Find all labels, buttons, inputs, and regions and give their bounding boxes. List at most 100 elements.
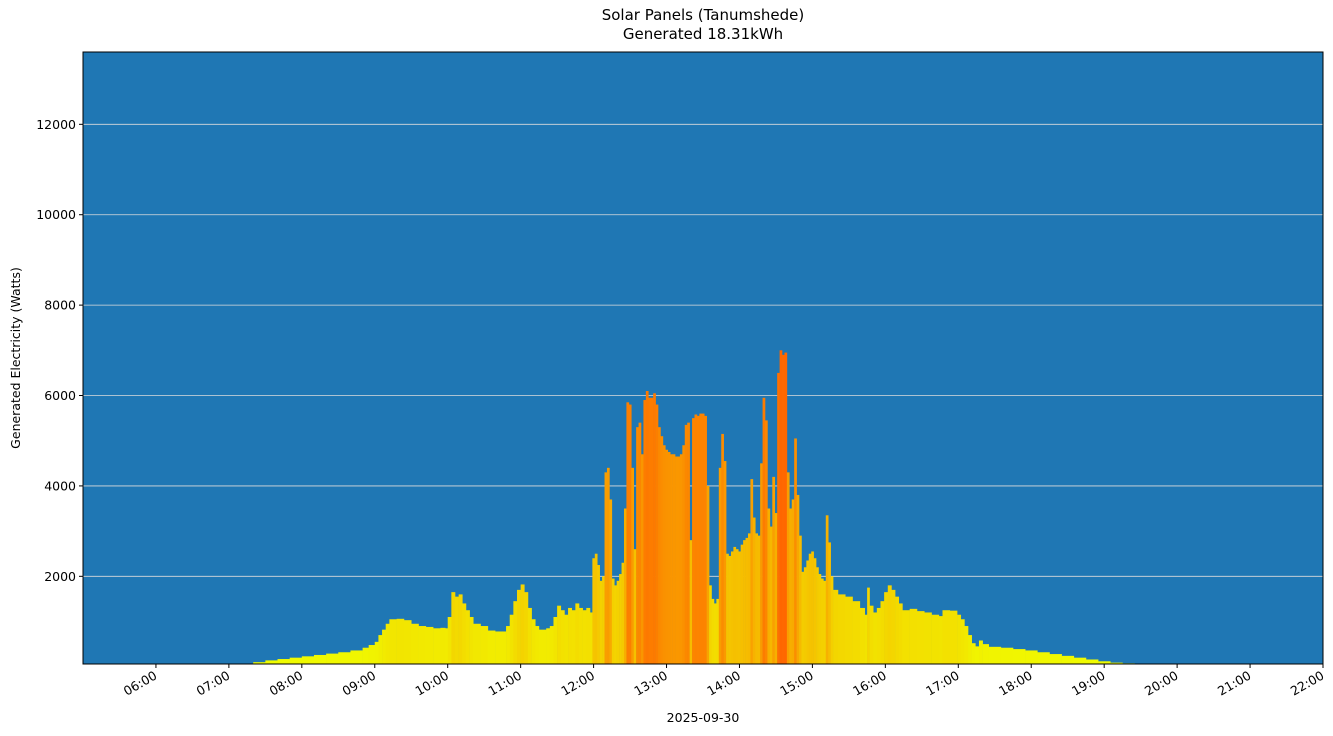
bar: [531, 619, 536, 664]
bar: [648, 397, 652, 664]
bar: [755, 533, 758, 664]
bar: [743, 540, 746, 664]
y-tick-label: 2000: [44, 569, 76, 584]
bar: [852, 601, 861, 664]
bar: [745, 537, 749, 664]
plot-frame: [82, 51, 1324, 665]
y-tick-label: 6000: [44, 388, 76, 403]
bar: [774, 513, 778, 664]
bar: [396, 618, 405, 664]
bar: [425, 626, 434, 664]
bar: [803, 567, 807, 664]
bar: [689, 540, 693, 664]
bar: [806, 560, 810, 664]
bar: [752, 517, 756, 664]
x-tick-label: 14:00: [704, 668, 743, 699]
x-tick-label: 18:00: [996, 668, 1035, 699]
bar: [575, 603, 580, 664]
chart-title-line1: Solar Panels (Tanumshede): [601, 6, 805, 24]
bar: [1098, 661, 1111, 664]
bar: [891, 589, 896, 664]
bar: [820, 578, 824, 664]
y-axis-label: Generated Electricity (Watts): [8, 267, 23, 449]
bar: [825, 515, 829, 664]
bar: [592, 558, 596, 664]
bar: [517, 589, 521, 664]
x-tick-label: 09:00: [340, 668, 379, 699]
bar: [553, 616, 558, 664]
bar: [988, 646, 1002, 664]
bar: [277, 659, 290, 664]
bar: [1025, 650, 1038, 664]
bar: [440, 627, 446, 664]
bar: [859, 607, 865, 664]
bar: [527, 607, 532, 664]
bar: [606, 467, 610, 664]
bar: [597, 565, 600, 664]
bar: [931, 614, 940, 664]
bar: [873, 612, 878, 664]
bar: [960, 619, 965, 664]
bar: [975, 646, 980, 664]
bar: [447, 616, 452, 664]
bar: [564, 614, 569, 664]
bar: [982, 644, 989, 664]
bar: [594, 553, 598, 664]
bar: [265, 660, 278, 664]
x-tick-label: 07:00: [194, 668, 233, 699]
bar: [777, 372, 780, 664]
bar: [730, 551, 734, 664]
bar: [799, 535, 802, 664]
bar: [524, 592, 529, 664]
grid-lines: [83, 123, 1323, 577]
bar: [589, 612, 593, 664]
bar: [887, 585, 892, 664]
bar: [769, 526, 773, 664]
bar: [1061, 655, 1075, 664]
bar: [382, 629, 387, 664]
bar: [374, 641, 379, 664]
bar: [662, 445, 666, 664]
bar: [782, 354, 785, 664]
bar: [692, 418, 695, 664]
chart-title: Solar Panels (Tanumshede) Generated 18.3…: [83, 6, 1323, 44]
bar: [713, 603, 717, 664]
x-tick-label: 20:00: [1142, 668, 1181, 699]
bar: [465, 610, 470, 664]
bar: [289, 657, 303, 664]
bar: [403, 620, 412, 664]
bar-series: [243, 350, 1166, 664]
bar: [389, 619, 397, 664]
bar: [786, 472, 790, 664]
bar: [253, 662, 266, 664]
x-tick-label: 11:00: [485, 668, 524, 699]
x-tick-label: 21:00: [1215, 668, 1254, 699]
bar: [733, 546, 737, 664]
bar: [462, 603, 467, 664]
bar: [1037, 652, 1050, 664]
bar: [546, 628, 551, 664]
bar: [740, 544, 744, 664]
bar: [1085, 659, 1099, 664]
x-tick-label: 15:00: [777, 668, 816, 699]
x-tick-label: 12:00: [558, 668, 597, 699]
bar: [938, 616, 943, 664]
bar: [718, 467, 722, 664]
bar: [495, 631, 503, 664]
bar: [418, 626, 427, 664]
bar: [338, 652, 351, 664]
bar: [643, 400, 647, 664]
bar: [728, 555, 732, 664]
x-tick-label: 22:00: [1288, 668, 1327, 699]
bar: [1073, 657, 1087, 664]
bar: [677, 456, 681, 664]
x-tick-label: 10:00: [413, 668, 452, 699]
bar: [469, 616, 474, 664]
bar: [473, 623, 481, 664]
bar: [968, 635, 972, 664]
bar: [579, 607, 583, 664]
bar: [1049, 654, 1062, 664]
bar: [378, 635, 383, 664]
bar: [808, 553, 812, 664]
